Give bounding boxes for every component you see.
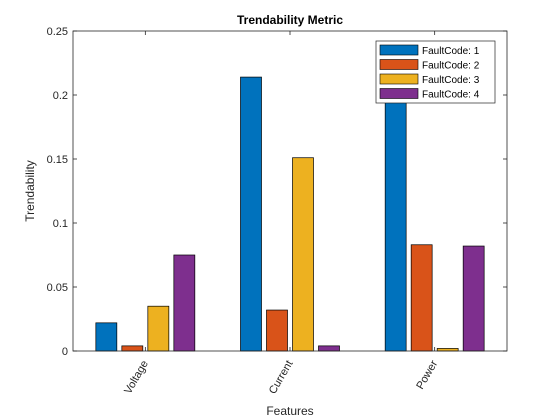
x-tick-label-power: Power bbox=[414, 358, 440, 391]
bar-voltage-faultcode-2 bbox=[121, 345, 144, 352]
y-tick-label: 0.2 bbox=[53, 90, 68, 102]
legend-swatch-faultcode-1 bbox=[379, 44, 419, 56]
x-axis-label: Features bbox=[266, 404, 313, 418]
bar-power-faultcode-1 bbox=[384, 95, 407, 352]
legend: FaultCode: 1 FaultCode: 2 FaultCode: 3 Faul… bbox=[375, 40, 496, 104]
legend-label-faultcode-3: FaultCode: 3 bbox=[422, 75, 480, 86]
y-tick-label: 0.15 bbox=[47, 154, 68, 166]
legend-label-faultcode-1: FaultCode: 1 bbox=[422, 46, 480, 57]
legend-swatch-faultcode-2 bbox=[379, 59, 419, 70]
chart-title: Trendability Metric bbox=[237, 13, 343, 27]
x-tick-label-voltage: Voltage bbox=[122, 359, 151, 397]
y-tick-label: 0 bbox=[62, 346, 68, 358]
bar-current-faultcode-1 bbox=[240, 76, 262, 352]
bar-current-faultcode-2 bbox=[266, 309, 288, 352]
legend-label-faultcode-2: FaultCode: 2 bbox=[422, 61, 480, 72]
legend-swatch-faultcode-3 bbox=[379, 73, 419, 85]
legend-swatch-faultcode-4 bbox=[379, 88, 419, 99]
legend-label-faultcode-4: FaultCode: 4 bbox=[422, 90, 480, 101]
y-axis-label: Trendability bbox=[23, 160, 37, 222]
bar-voltage-faultcode-4 bbox=[173, 254, 196, 352]
bar-voltage-faultcode-1 bbox=[95, 322, 118, 352]
bar-current-faultcode-3 bbox=[292, 157, 314, 352]
y-tick-label: 0.1 bbox=[53, 218, 68, 230]
bar-power-faultcode-2 bbox=[410, 244, 433, 352]
x-tick-label-current: Current bbox=[267, 359, 296, 397]
bar-voltage-faultcode-3 bbox=[147, 305, 170, 352]
y-tick-label: 0.25 bbox=[47, 26, 68, 38]
y-axis: 0 0.05 0.1 0.15 0.2 0.25 bbox=[47, 26, 507, 358]
y-tick-label: 0.05 bbox=[47, 282, 68, 294]
bars-group bbox=[95, 76, 485, 352]
bar-current-faultcode-4 bbox=[318, 345, 340, 352]
bar-power-faultcode-4 bbox=[462, 245, 485, 352]
